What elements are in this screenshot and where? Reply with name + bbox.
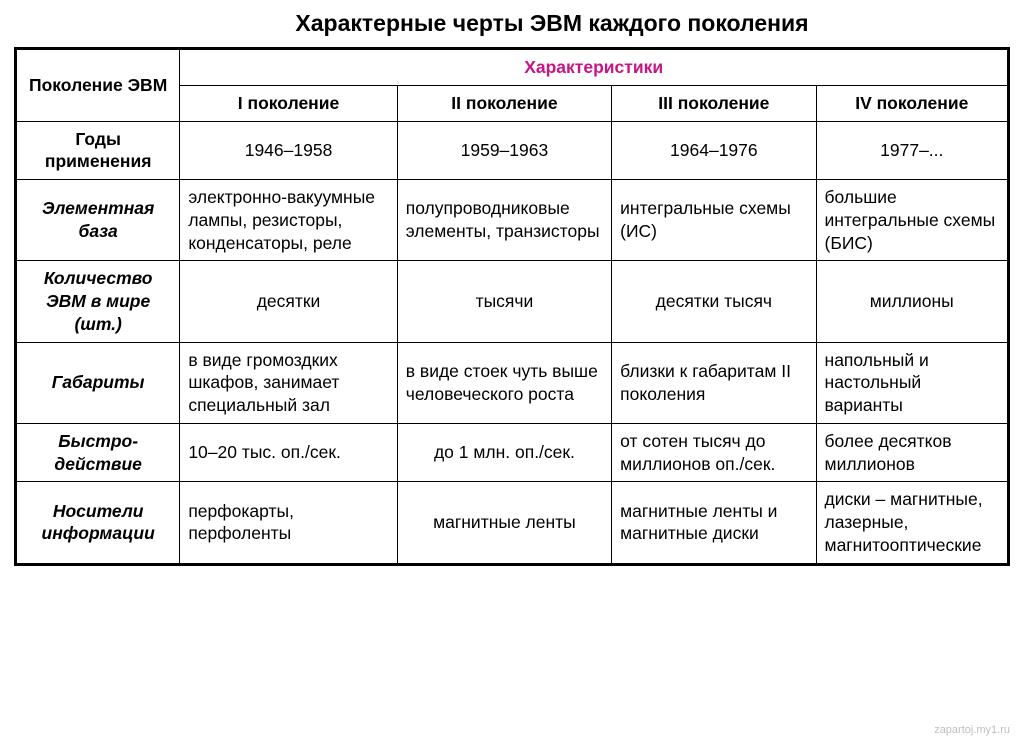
- cell-count-g3: десятки тысяч: [612, 261, 816, 342]
- row-size: Габариты в виде громоздких шкафов, заним…: [16, 342, 1009, 423]
- cell-years-g3: 1964–1976: [612, 121, 816, 180]
- cell-size-g2: в виде стоек чуть выше человеческого рос…: [397, 342, 611, 423]
- cell-years-g4: 1977–...: [816, 121, 1008, 180]
- cell-media-g3: магнитные ленты и магнитные диски: [612, 482, 816, 564]
- header-gen4: IV поколение: [816, 85, 1008, 121]
- label-years: Годы применения: [16, 121, 180, 180]
- cell-count-g4: миллионы: [816, 261, 1008, 342]
- cell-base-g2: полупроводниковые элементы, транзисторы: [397, 180, 611, 261]
- cell-base-g3: интегральные схемы (ИС): [612, 180, 816, 261]
- cell-size-g1: в виде громоздких шкафов, занимает специ…: [180, 342, 397, 423]
- watermark: zapartoj.my1.ru: [934, 724, 1010, 736]
- page-title: Характерные черты ЭВМ каждого поколения: [14, 10, 1010, 37]
- label-size: Габариты: [16, 342, 180, 423]
- cell-speed-g2: до 1 млн. оп./сек.: [397, 423, 611, 482]
- cell-media-g2: магнитные ленты: [397, 482, 611, 564]
- header-gen1: I поколение: [180, 85, 397, 121]
- cell-size-g3: близки к габаритам II поколения: [612, 342, 816, 423]
- header-gen3: III поколение: [612, 85, 816, 121]
- row-media: Носители информации перфокарты, перфолен…: [16, 482, 1009, 564]
- cell-count-g2: тысячи: [397, 261, 611, 342]
- row-speed: Быстро-действие 10–20 тыс. оп./сек. до 1…: [16, 423, 1009, 482]
- label-media: Носители информации: [16, 482, 180, 564]
- header-left: Поколение ЭВМ: [16, 49, 180, 122]
- cell-base-g1: электронно-вакуумные лампы, резисторы, к…: [180, 180, 397, 261]
- cell-years-g2: 1959–1963: [397, 121, 611, 180]
- cell-speed-g1: 10–20 тыс. оп./сек.: [180, 423, 397, 482]
- cell-media-g1: перфокарты, перфоленты: [180, 482, 397, 564]
- header-row-1: Поколение ЭВМ Характеристики: [16, 49, 1009, 86]
- cell-speed-g4: более десятков миллионов: [816, 423, 1008, 482]
- header-group: Характеристики: [180, 49, 1009, 86]
- label-base: Элементная база: [16, 180, 180, 261]
- main-table: Поколение ЭВМ Характеристики I поколение…: [14, 47, 1010, 566]
- row-years: Годы применения 1946–1958 1959–1963 1964…: [16, 121, 1009, 180]
- cell-years-g1: 1946–1958: [180, 121, 397, 180]
- label-count: Количество ЭВМ в мире (шт.): [16, 261, 180, 342]
- cell-speed-g3: от сотен тысяч до миллионов оп./сек.: [612, 423, 816, 482]
- cell-base-g4: большие интегральные схемы (БИС): [816, 180, 1008, 261]
- header-gen2: II поколение: [397, 85, 611, 121]
- row-count: Количество ЭВМ в мире (шт.) десятки тыся…: [16, 261, 1009, 342]
- cell-count-g1: десятки: [180, 261, 397, 342]
- row-base: Элементная база электронно-вакуумные лам…: [16, 180, 1009, 261]
- cell-size-g4: напольный и настольный варианты: [816, 342, 1008, 423]
- label-speed: Быстро-действие: [16, 423, 180, 482]
- cell-media-g4: диски – магнитные, лазерные, магнитоопти…: [816, 482, 1008, 564]
